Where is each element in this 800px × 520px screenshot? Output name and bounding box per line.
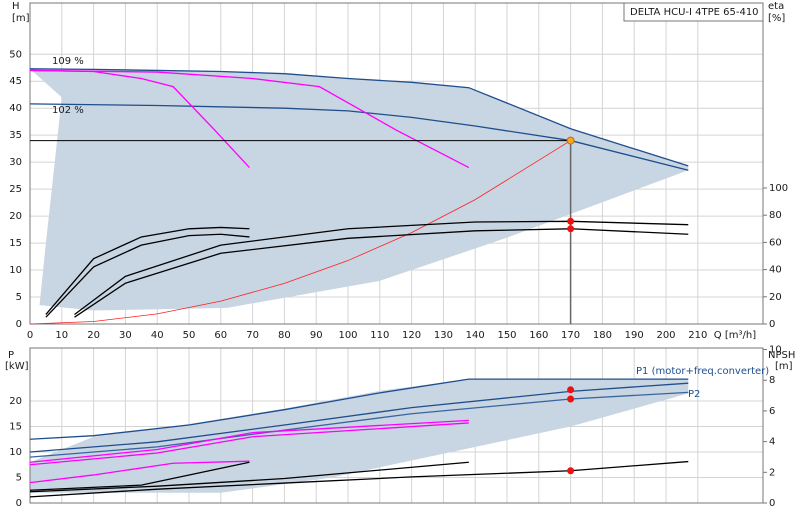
y-tick-label: 45	[9, 76, 22, 87]
y2-tick-label: 100	[769, 183, 788, 194]
curve	[29, 460, 689, 498]
curve	[29, 419, 469, 463]
x-tick-label: 80	[278, 330, 291, 341]
curve	[29, 382, 689, 453]
panel: 0 10 20 30 40 50 60 70 80 90 100 110 120 130 140 150 160…	[9, 1, 788, 341]
y2-axis-unit: [m]	[775, 361, 793, 372]
duty-point	[567, 386, 575, 394]
duty-point	[566, 136, 575, 145]
annotation: P2	[688, 389, 700, 400]
annotation: 102 %	[52, 105, 84, 116]
duty-point	[567, 395, 575, 403]
y2-axis-label: eta	[768, 1, 784, 12]
y2-tick-label: 4	[769, 437, 775, 448]
curve	[29, 461, 469, 493]
y2-tick-label: 40	[769, 265, 782, 276]
y2-tick-label: 2	[769, 467, 775, 478]
x-tick-label: 120	[402, 330, 421, 341]
y-tick-label: 0	[16, 319, 22, 330]
x-tick-label: 10	[55, 330, 68, 341]
y-tick-label: 0	[16, 498, 22, 509]
y-tick-label: 15	[9, 422, 22, 433]
curve	[29, 69, 470, 169]
x-tick-label: 210	[688, 330, 707, 341]
y-axis-unit: [m]	[12, 13, 30, 24]
curve	[29, 460, 250, 484]
x-tick-label: 30	[119, 330, 132, 341]
x-tick-label: 100	[338, 330, 357, 341]
x-tick-label: 160	[529, 330, 548, 341]
x-axis-label: Q [m³/h]	[714, 330, 756, 341]
x-tick-label: 130	[434, 330, 453, 341]
y-tick-label: 40	[9, 103, 22, 114]
y2-tick-label: 60	[769, 237, 782, 248]
x-tick-label: 170	[561, 330, 580, 341]
curve	[29, 140, 571, 325]
x-tick-label: 20	[87, 330, 100, 341]
title-box	[623, 2, 764, 22]
curve	[45, 226, 250, 315]
curve	[29, 68, 689, 167]
annotation: P1 (motor+freq.converter)	[636, 366, 769, 377]
x-tick-label: 180	[593, 330, 612, 341]
y2-tick-label: 80	[769, 210, 782, 221]
x-tick-label: 150	[497, 330, 516, 341]
curve	[29, 461, 250, 491]
y2-tick-label: 10	[769, 345, 782, 356]
plot-frame	[29, 347, 764, 504]
y2-tick-label: 0	[769, 498, 775, 509]
y2-tick-label: 20	[769, 292, 782, 303]
chart-title: DELTA HCU-I 4TPE 65-410	[630, 7, 759, 18]
x-tick-label: 140	[466, 330, 485, 341]
curve	[29, 378, 689, 440]
y2-tick-label: 8	[769, 375, 775, 386]
y-axis-label: P	[8, 350, 14, 361]
plot-frame	[29, 2, 764, 325]
y-tick-label: 15	[9, 238, 22, 249]
y-axis-unit: [kW]	[5, 361, 29, 372]
y-tick-label: 30	[9, 157, 22, 168]
duty-point	[567, 225, 575, 233]
operating-range	[30, 379, 689, 493]
y2-tick-label: 6	[769, 406, 775, 417]
curve	[29, 391, 689, 458]
panel: 0 5 10 15 20 0 2 4 6 8 10 P[kW] NPSH[m] P1 (motor+fre…	[5, 345, 795, 509]
y-tick-label: 20	[9, 211, 22, 222]
curve	[45, 233, 250, 318]
y2-tick-label: 0	[769, 319, 775, 330]
x-tick-label: 60	[214, 330, 227, 341]
curve	[29, 422, 469, 466]
x-tick-label: 200	[656, 330, 675, 341]
y-tick-label: 5	[16, 292, 22, 303]
y-tick-label: 10	[9, 265, 22, 276]
y-tick-label: 25	[9, 184, 22, 195]
x-tick-label: 40	[151, 330, 164, 341]
duty-point	[567, 217, 575, 225]
y2-axis-label: NPSH	[768, 350, 795, 361]
annotation: 109 %	[52, 56, 84, 67]
x-tick-label: 90	[310, 330, 323, 341]
x-tick-label: 190	[625, 330, 644, 341]
x-tick-label: 50	[183, 330, 196, 341]
curve	[29, 103, 689, 171]
y2-axis-unit: [%]	[768, 13, 785, 24]
y-tick-label: 50	[9, 49, 22, 60]
x-tick-label: 110	[370, 330, 389, 341]
duty-point	[567, 467, 575, 475]
x-tick-label: 0	[27, 330, 33, 341]
y-tick-label: 20	[9, 396, 22, 407]
y-axis-label: H	[12, 1, 20, 12]
y-tick-label: 10	[9, 447, 22, 458]
y-tick-label: 35	[9, 130, 22, 141]
operating-range	[30, 68, 689, 311]
x-tick-label: 70	[246, 330, 259, 341]
y-tick-label: 5	[16, 473, 22, 484]
